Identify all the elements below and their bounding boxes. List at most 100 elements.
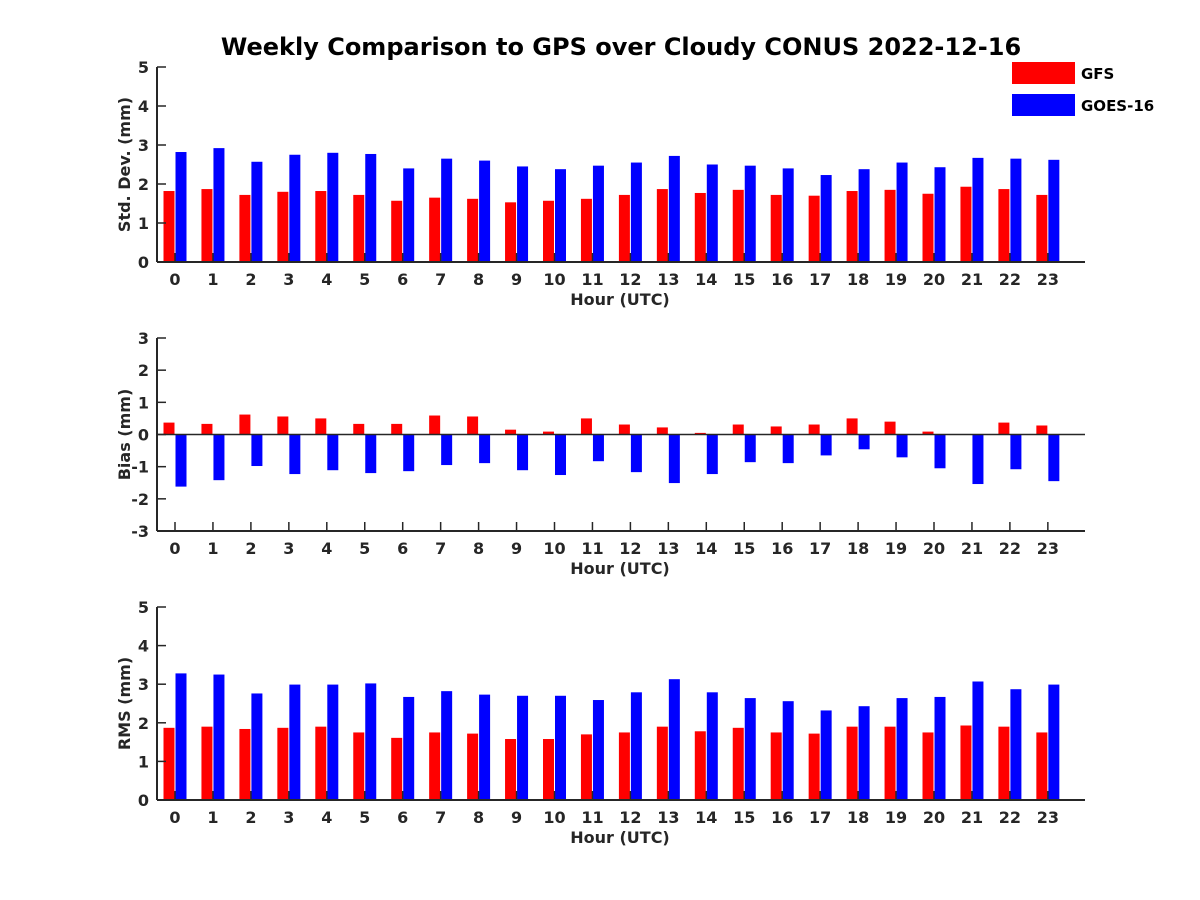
bar-gfs-hour-20: [922, 193, 934, 262]
bar-gfs-hour-22: [998, 726, 1010, 800]
bar-goes16-hour-21: [972, 434, 984, 485]
bar-gfs-hour-9: [505, 429, 517, 435]
x-tick-label: 19: [885, 808, 907, 827]
x-tick-label: 0: [169, 270, 180, 289]
x-tick-label: 1: [207, 270, 218, 289]
y-tick-label: 5: [138, 58, 149, 77]
bar-gfs-hour-12: [618, 194, 630, 262]
bar-gfs-hour-2: [239, 728, 251, 800]
x-tick-label: 20: [923, 539, 945, 558]
bar-goes16-hour-13: [668, 155, 680, 262]
bar-gfs-hour-18: [846, 418, 858, 435]
bar-goes16-hour-13: [668, 434, 680, 484]
x-tick-label: 5: [359, 539, 370, 558]
bar-gfs-hour-17: [808, 195, 820, 262]
bar-goes16-hour-4: [327, 434, 339, 471]
x-tick-label: 20: [923, 270, 945, 289]
bar-gfs-hour-2: [239, 414, 251, 435]
x-tick-label: 20: [923, 808, 945, 827]
bar-gfs-hour-13: [656, 726, 668, 800]
x-tick-label: 21: [961, 270, 983, 289]
x-tick-label: 15: [733, 808, 755, 827]
x-tick-label: 7: [435, 539, 446, 558]
bar-goes16-hour-7: [441, 158, 453, 262]
bar-goes16-hour-11: [592, 700, 604, 800]
bar-goes16-hour-9: [517, 434, 529, 471]
y-tick-label: 0: [138, 253, 149, 272]
bar-goes16-hour-8: [479, 694, 491, 800]
x-tick-label: 4: [321, 808, 332, 827]
x-tick-label: 6: [397, 539, 408, 558]
x-tick-label: 4: [321, 270, 332, 289]
x-axis-label: Hour (UTC): [570, 559, 670, 578]
bar-goes16-hour-11: [592, 434, 604, 462]
bar-goes16-hour-12: [630, 692, 642, 800]
x-tick-label: 16: [771, 270, 793, 289]
bar-gfs-hour-0: [163, 727, 175, 800]
x-axis-label: Hour (UTC): [570, 290, 670, 309]
bar-gfs-hour-16: [770, 732, 782, 800]
bar-gfs-hour-14: [694, 731, 706, 800]
bar-gfs-hour-1: [201, 726, 213, 800]
bar-gfs-hour-12: [618, 732, 630, 800]
bar-gfs-hour-4: [315, 726, 327, 800]
bar-goes16-hour-13: [668, 679, 680, 800]
x-tick-label: 16: [771, 539, 793, 558]
x-tick-label: 9: [511, 808, 522, 827]
bar-gfs-hour-14: [694, 432, 706, 435]
bar-goes16-hour-19: [896, 434, 908, 458]
bar-gfs-hour-20: [922, 732, 934, 800]
bar-goes16-hour-21: [972, 681, 984, 800]
bar-gfs-hour-7: [429, 415, 441, 435]
x-tick-label: 3: [283, 808, 294, 827]
bar-gfs-hour-1: [201, 189, 213, 262]
bar-goes16-hour-19: [896, 698, 908, 800]
bar-gfs-hour-19: [884, 189, 896, 262]
bar-gfs-hour-7: [429, 197, 441, 262]
y-tick-label: -2: [131, 490, 149, 509]
bar-goes16-hour-5: [365, 434, 377, 474]
x-tick-label: 3: [283, 270, 294, 289]
bar-gfs-hour-14: [694, 192, 706, 262]
bar-goes16-hour-5: [365, 683, 377, 800]
x-tick-label: 18: [847, 539, 869, 558]
bar-goes16-hour-7: [441, 691, 453, 800]
y-tick-label: -1: [131, 458, 149, 477]
y-tick-label: 3: [138, 136, 149, 155]
legend: GFS GOES-16: [1012, 62, 1154, 116]
bar-gfs-hour-4: [315, 191, 327, 262]
bar-gfs-hour-1: [201, 423, 213, 435]
y-axis-label: Std. Dev. (mm): [115, 97, 134, 232]
bar-gfs-hour-22: [998, 189, 1010, 262]
bar-goes16-hour-2: [251, 693, 263, 800]
y-tick-label: 4: [138, 97, 149, 116]
x-tick-label: 19: [885, 539, 907, 558]
legend-swatch-gfs: [1012, 62, 1075, 84]
x-tick-label: 9: [511, 270, 522, 289]
bar-gfs-hour-3: [277, 191, 289, 262]
x-tick-label: 8: [473, 808, 484, 827]
x-tick-label: 23: [1037, 808, 1059, 827]
bar-goes16-hour-4: [327, 152, 339, 262]
bar-gfs-hour-17: [808, 733, 820, 800]
bar-goes16-hour-1: [213, 674, 225, 800]
x-tick-label: 7: [435, 270, 446, 289]
y-tick-label: 2: [138, 175, 149, 194]
bar-goes16-hour-12: [630, 434, 642, 473]
bar-gfs-hour-7: [429, 732, 441, 800]
bar-gfs-hour-11: [580, 734, 592, 800]
bar-goes16-hour-0: [175, 434, 187, 487]
x-tick-label: 10: [543, 539, 565, 558]
bar-gfs-hour-21: [960, 186, 972, 262]
x-tick-label: 3: [283, 539, 294, 558]
x-tick-label: 23: [1037, 270, 1059, 289]
bar-gfs-hour-10: [543, 739, 554, 800]
x-tick-label: 0: [169, 539, 180, 558]
x-tick-label: 11: [581, 539, 603, 558]
x-tick-label: 21: [961, 539, 983, 558]
bar-goes16-hour-23: [1048, 684, 1060, 800]
x-tick-label: 13: [657, 808, 679, 827]
x-tick-label: 7: [435, 808, 446, 827]
bar-goes16-hour-15: [744, 434, 756, 463]
